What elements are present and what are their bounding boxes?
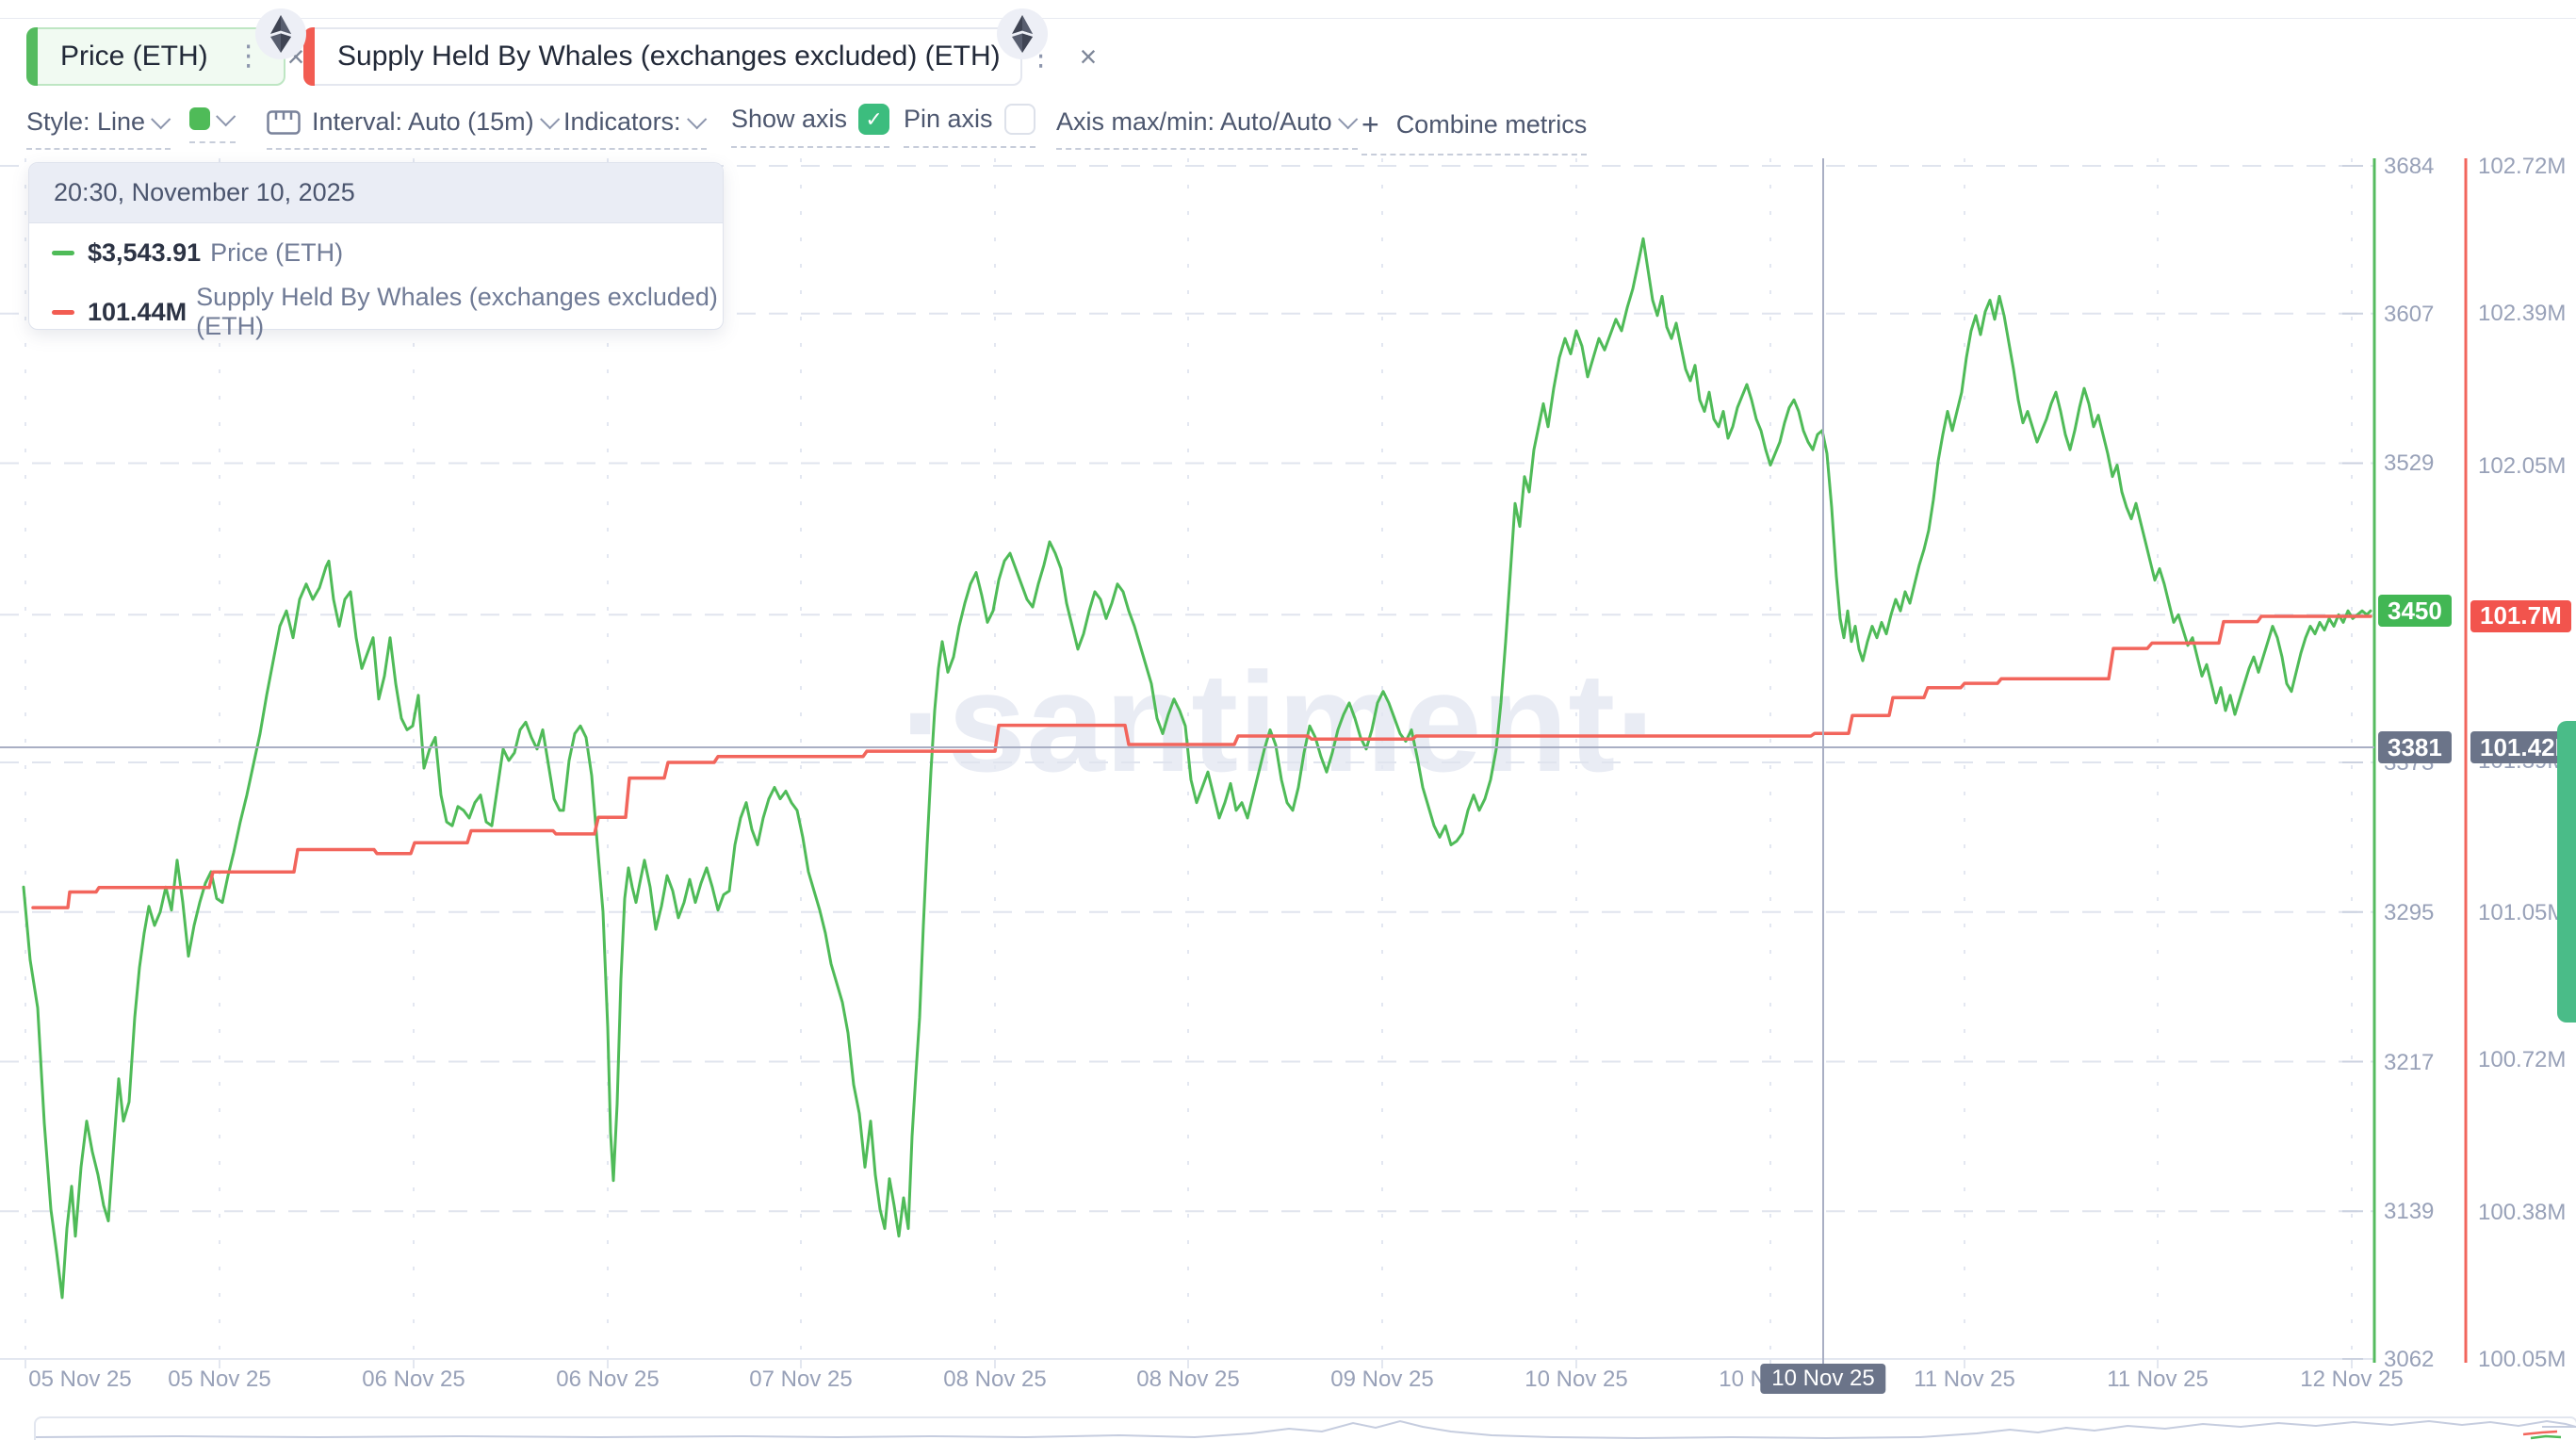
combine-metrics-button[interactable]: + Combine metrics bbox=[1361, 107, 1588, 155]
metric-tab-price-label: Price (ETH) bbox=[60, 41, 208, 72]
indicators-dropdown[interactable]: Indicators: bbox=[563, 107, 707, 150]
navigator-price-tail bbox=[2530, 1434, 2562, 1440]
price-series-line bbox=[22, 237, 2372, 1300]
date-axis-label: 05 Nov 25 bbox=[168, 1366, 271, 1392]
date-axis-label: 06 Nov 25 bbox=[362, 1366, 465, 1392]
price-axis-label: 3139 bbox=[2384, 1199, 2435, 1225]
price-axis-label: 3062 bbox=[2384, 1347, 2435, 1372]
checkbox-unchecked-icon[interactable] bbox=[1003, 104, 1035, 135]
axis-maxmin-label: Axis max/min: Auto/Auto bbox=[1056, 107, 1332, 136]
checkbox-checked-icon[interactable]: ✓ bbox=[858, 104, 890, 135]
date-axis-label: 11 Nov 25 bbox=[2107, 1366, 2209, 1392]
indicators-dropdown-label: Indicators: bbox=[563, 107, 681, 136]
date-axis-label: 05 Nov 25 bbox=[28, 1366, 132, 1392]
show-axis-label: Show axis bbox=[731, 105, 848, 133]
pin-axis-toggle[interactable]: Pin axis bbox=[904, 104, 1035, 148]
crosshair-date-badge: 10 Nov 25 bbox=[1760, 1364, 1886, 1394]
date-axis-label: 10 Nov 25 bbox=[1524, 1366, 1628, 1392]
crosshair-price-badge: 3381 bbox=[2378, 731, 2452, 763]
ethereum-icon bbox=[997, 8, 1048, 59]
interval-dropdown[interactable]: Interval: Auto (15m) bbox=[267, 107, 560, 150]
style-dropdown[interactable]: Style: Line bbox=[26, 107, 171, 150]
tooltip-row-price: $3,543.91 Price (ETH) bbox=[52, 238, 723, 268]
combine-metrics-label: Combine metrics bbox=[1395, 110, 1588, 139]
tooltip-supply-label: Supply Held By Whales (exchanges exclude… bbox=[196, 283, 718, 340]
pin-axis-label: Pin axis bbox=[904, 105, 993, 133]
supply-axis-label: 102.72M bbox=[2478, 154, 2567, 179]
date-axis-label: 09 Nov 25 bbox=[1330, 1366, 1434, 1392]
close-icon[interactable]: × bbox=[1079, 40, 1098, 74]
price-axis-label: 3217 bbox=[2384, 1049, 2435, 1075]
tooltip-timestamp: 20:30, November 10, 2025 bbox=[29, 163, 723, 223]
date-axis-label: 11 Nov 25 bbox=[1914, 1366, 2015, 1392]
date-axis-label: 06 Nov 25 bbox=[556, 1366, 660, 1392]
price-axis-label: 3529 bbox=[2384, 450, 2435, 477]
metric-tab-supply[interactable]: Supply Held By Whales (exchanges exclude… bbox=[303, 27, 1097, 86]
plus-icon: + bbox=[1361, 107, 1379, 141]
series-color-swatch bbox=[189, 107, 210, 130]
metric-tab-supply-label: Supply Held By Whales (exchanges exclude… bbox=[337, 41, 1001, 72]
supply-axis-label: 100.38M bbox=[2478, 1199, 2567, 1225]
price-axis-label: 3295 bbox=[2384, 899, 2435, 925]
tooltip-price-label: Price (ETH) bbox=[210, 238, 344, 267]
price-axis-label: 3607 bbox=[2384, 301, 2435, 327]
style-dropdown-label: Style: Line bbox=[26, 107, 146, 136]
date-axis-label: 12 Nov 25 bbox=[2300, 1366, 2404, 1392]
interval-icon bbox=[267, 109, 301, 135]
navigator-sparkline bbox=[36, 1419, 2576, 1440]
tooltip-supply-value: 101.44M bbox=[88, 297, 187, 326]
show-axis-toggle[interactable]: Show axis ✓ bbox=[731, 104, 890, 148]
color-swatch-dropdown[interactable] bbox=[189, 106, 236, 143]
supply-axis-label: 101.05M bbox=[2478, 899, 2567, 925]
supply-axis-label: 100.72M bbox=[2478, 1047, 2567, 1073]
price-accent-bar bbox=[26, 27, 38, 86]
supply-axis-label: 102.39M bbox=[2478, 301, 2567, 327]
tooltip-price-value: $3,543.91 bbox=[88, 238, 202, 267]
axis-maxmin-dropdown[interactable]: Axis max/min: Auto/Auto bbox=[1056, 107, 1358, 150]
check-icon: ✓ bbox=[865, 106, 883, 131]
metric-tab-price[interactable]: Price (ETH) ⋮ × bbox=[26, 27, 304, 86]
current-price-badge: 3450 bbox=[2378, 595, 2452, 628]
chart-tooltip: 20:30, November 10, 2025 $3,543.91 Price… bbox=[28, 162, 724, 340]
date-axis-label: 08 Nov 25 bbox=[1136, 1366, 1240, 1392]
ethereum-icon bbox=[255, 8, 306, 59]
price-axis-label: 3684 bbox=[2384, 154, 2435, 179]
price-series-marker bbox=[52, 251, 74, 255]
chart-toolbar: Style: Line Interval: Auto (15m) Indicat… bbox=[0, 102, 2576, 155]
supply-axis-label: 102.05M bbox=[2478, 452, 2567, 479]
kebab-menu-icon[interactable]: ⋮ bbox=[234, 41, 263, 72]
navigator-supply-tail bbox=[2522, 1430, 2558, 1436]
interval-dropdown-label: Interval: Auto (15m) bbox=[312, 107, 534, 136]
supply-axis-label: 100.05M bbox=[2478, 1347, 2567, 1372]
navigator-line bbox=[36, 1419, 2576, 1440]
date-axis-label: 08 Nov 25 bbox=[943, 1366, 1047, 1392]
current-supply-badge: 101.7M bbox=[2470, 599, 2571, 632]
supply-series-line bbox=[31, 614, 2372, 909]
top-divider bbox=[0, 18, 2576, 19]
timeline-navigator[interactable] bbox=[34, 1416, 2576, 1440]
scrollbar-thumb[interactable] bbox=[2557, 721, 2576, 1023]
supply-series-marker bbox=[52, 309, 74, 315]
supply-accent-bar bbox=[303, 27, 315, 86]
date-axis-label: 07 Nov 25 bbox=[749, 1366, 853, 1392]
tooltip-row-supply: 101.44M Supply Held By Whales (exchanges… bbox=[52, 283, 723, 341]
